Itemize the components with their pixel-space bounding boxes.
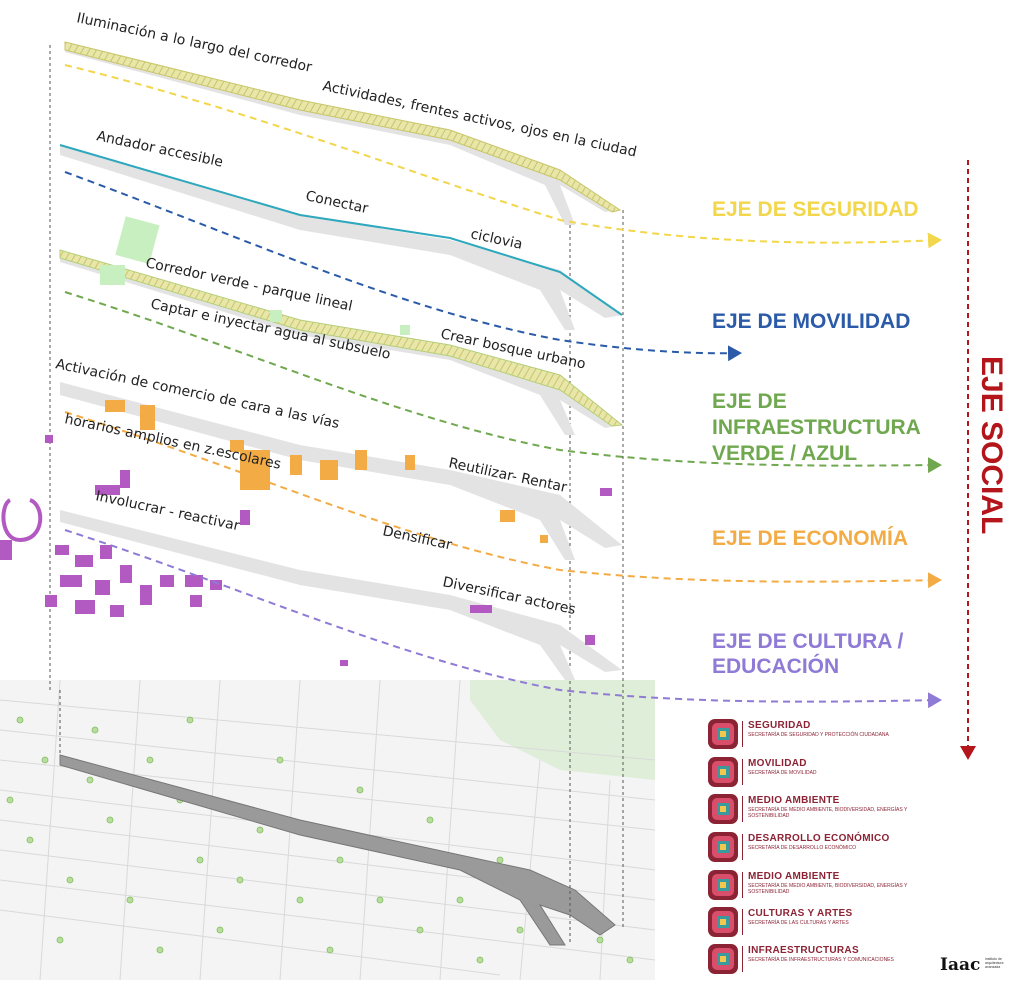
legend-separator bbox=[742, 909, 743, 935]
base-map bbox=[0, 679, 656, 981]
legend-item-medio-ambiente-2: MEDIO AMBIENTE SECRETARÍA DE MEDIO AMBIE… bbox=[708, 870, 938, 902]
legend-separator bbox=[742, 721, 743, 747]
label-densificar: Densificar bbox=[381, 523, 453, 553]
legend-item-seguridad: SEGURIDAD SECRETARÍA DE SEGURIDAD Y PROT… bbox=[708, 719, 938, 751]
label-iluminacion: Iluminación a lo largo del corredor bbox=[75, 10, 313, 76]
legend-subtitle: SECRETARÍA DE MEDIO AMBIENTE, BIODIVERSI… bbox=[748, 807, 908, 819]
axis-movilidad: EJE DE MOVILIDAD bbox=[712, 310, 910, 333]
layer-seguridad bbox=[64, 41, 942, 249]
legend-title: INFRAESTRUCTURAS bbox=[748, 945, 859, 956]
iaac-tagline: instituto de arquitectura avanzada bbox=[985, 957, 1004, 969]
legend-subtitle: SECRETARÍA DE SEGURIDAD Y PROTECCIÓN CIU… bbox=[748, 732, 889, 738]
legend-title: DESARROLLO ECONÓMICO bbox=[748, 833, 890, 844]
cdmx-seal-icon bbox=[708, 757, 738, 787]
axis-verde-line2: INFRAESTRUCTURA bbox=[712, 416, 921, 439]
legend-separator bbox=[742, 834, 743, 860]
layer-verde bbox=[59, 249, 942, 474]
cdmx-seal-icon bbox=[708, 944, 738, 974]
axis-verde-line3: VERDE / AZUL bbox=[712, 442, 857, 465]
legend-title: CULTURAS Y ARTES bbox=[748, 908, 853, 919]
legend-title: SEGURIDAD bbox=[748, 720, 811, 731]
axis-verde-line1: EJE DE bbox=[712, 390, 787, 413]
axis-seguridad: EJE DE SEGURIDAD bbox=[712, 198, 919, 221]
guide-lines bbox=[49, 45, 624, 945]
cdmx-seal-icon bbox=[708, 832, 738, 862]
legend-item-medio-ambiente: MEDIO AMBIENTE SECRETARÍA DE MEDIO AMBIE… bbox=[708, 794, 938, 826]
iaac-logo: Iaac bbox=[940, 955, 981, 975]
label-conectar: Conectar bbox=[304, 188, 370, 217]
legend-subtitle: SECRETARÍA DE INFRAESTRUCTURAS Y COMUNIC… bbox=[748, 957, 894, 963]
legend-title: MEDIO AMBIENTE bbox=[748, 871, 840, 882]
legend-separator bbox=[742, 872, 743, 898]
axis-cultura-line1: EJE DE CULTURA / bbox=[712, 630, 904, 653]
legend-title: MOVILIDAD bbox=[748, 758, 807, 769]
cdmx-seal-icon bbox=[708, 870, 738, 900]
legend-subtitle: SECRETARÍA DE MOVILIDAD bbox=[748, 770, 817, 776]
legend-separator bbox=[742, 946, 743, 972]
cdmx-seal-icon bbox=[708, 719, 738, 749]
legend-separator bbox=[742, 759, 743, 785]
axis-cultura-line2: EDUCACIÓN bbox=[712, 654, 839, 678]
legend-separator bbox=[742, 796, 743, 822]
legend-subtitle: SECRETARÍA DE DESARROLLO ECONÓMICO bbox=[748, 845, 856, 851]
cdmx-seal-icon bbox=[708, 794, 738, 824]
axis-social: EJE SOCIAL bbox=[975, 356, 1008, 534]
legend-title: MEDIO AMBIENTE bbox=[748, 795, 840, 806]
cdmx-seal-icon bbox=[708, 907, 738, 937]
layer-cultura bbox=[0, 498, 942, 709]
layer-economia bbox=[45, 382, 942, 589]
legend-subtitle: SECRETARÍA DE MEDIO AMBIENTE, BIODIVERSI… bbox=[748, 883, 908, 895]
legend-item-movilidad: MOVILIDAD SECRETARÍA DE MOVILIDAD bbox=[708, 757, 938, 789]
legend-item-culturas: CULTURAS Y ARTES SECRETARÍA DE LAS CULTU… bbox=[708, 907, 938, 939]
legend-subtitle: SECRETARÍA DE LAS CULTURAS Y ARTES bbox=[748, 920, 849, 926]
layer-movilidad bbox=[59, 144, 742, 362]
legend-item-infraestructuras: INFRAESTRUCTURAS SECRETARÍA DE INFRAESTR… bbox=[708, 944, 938, 976]
legend-item-desarrollo-economico: DESARROLLO ECONÓMICO SECRETARÍA DE DESAR… bbox=[708, 832, 938, 864]
axis-economia: EJE DE ECONOMÍA bbox=[712, 527, 908, 550]
